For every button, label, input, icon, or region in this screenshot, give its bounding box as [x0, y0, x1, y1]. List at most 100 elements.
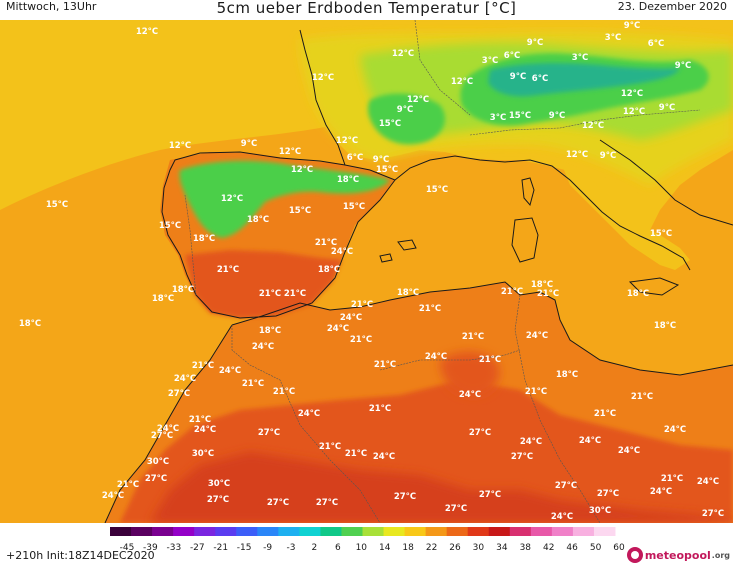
temperature-label: 21°C — [319, 442, 341, 452]
temperature-label: 24°C — [298, 409, 320, 419]
adriatic-coastline — [599, 139, 733, 226]
mediterranean-north-coastline — [394, 155, 691, 271]
temperature-label: 15°C — [650, 229, 672, 239]
colorbar-tick-label: 34 — [496, 543, 508, 553]
colorbar-tick-label: -33 — [167, 543, 182, 553]
temperature-label: 27°C — [207, 495, 229, 505]
temperature-label: 27°C — [511, 452, 533, 462]
temperature-label: 27°C — [597, 489, 619, 499]
temperature-label: 21°C — [350, 335, 372, 345]
temperature-label: 21°C — [192, 361, 214, 371]
corsica-coastline — [521, 177, 535, 207]
temperature-label: 21°C — [259, 289, 281, 299]
colorbar-tick-label: -15 — [237, 543, 252, 553]
model-run-info: +210h Init:18Z14DEC2020 — [6, 549, 155, 562]
temperature-label: 9°C — [510, 72, 526, 82]
temperature-label: 12°C — [407, 95, 429, 105]
temperature-label: 18°C — [152, 294, 174, 304]
colorbar-tick-label: -9 — [263, 543, 272, 553]
temperature-label: 9°C — [675, 61, 691, 71]
temperature-label: 9°C — [373, 155, 389, 165]
temperature-label: 30°C — [147, 457, 169, 467]
colorbar-tick-label: -3 — [287, 543, 296, 553]
temperature-colorbar: -45 -39 -33 -27 -21 -15 -9 -3 2 6 10 14 18 22 26 30 34 38… — [110, 527, 625, 553]
temperature-label: 27°C — [555, 481, 577, 491]
temperature-label: 6°C — [648, 39, 664, 49]
meteopool-logo-text: meteopool — [644, 548, 711, 562]
temperature-label: 15°C — [343, 202, 365, 212]
colorbar-swatch — [509, 527, 532, 536]
temperature-label: 30°C — [192, 449, 214, 459]
colorbar-tick-label: -27 — [190, 543, 205, 553]
temperature-label: 21°C — [189, 415, 211, 425]
temperature-label: 21°C — [374, 360, 396, 370]
temperature-label: 18°C — [318, 265, 340, 275]
temperature-label: 12°C — [623, 107, 645, 117]
massif-central-cold-zone — [367, 93, 445, 145]
colorbar-swatch — [551, 527, 574, 536]
france-coastline — [299, 29, 346, 166]
balearic-islands — [379, 239, 417, 263]
temperature-label: 24°C — [459, 390, 481, 400]
colorbar-swatch — [341, 527, 363, 536]
colorbar-swatch — [152, 527, 174, 536]
temperature-label: 18°C — [337, 175, 359, 185]
temperature-label: 12°C — [279, 147, 301, 157]
temperature-label: 15°C — [159, 221, 181, 231]
temperature-label: 21°C — [479, 355, 501, 365]
italy-land — [560, 160, 690, 270]
temperature-label: 15°C — [376, 165, 398, 175]
temperature-label: 12°C — [291, 165, 313, 175]
colorbar-swatch — [530, 527, 553, 536]
temperature-label: 21°C — [419, 304, 441, 314]
temperature-label: 27°C — [316, 498, 338, 508]
temperature-label: 27°C — [479, 490, 501, 500]
colorbar-swatch — [131, 527, 153, 536]
temperature-label: 15°C — [46, 200, 68, 210]
colorbar-tick-label: -21 — [213, 543, 228, 553]
map-title: 5cm ueber Erdboden Temperatur [°C] — [216, 0, 517, 17]
temperature-label: 18°C — [247, 215, 269, 225]
temperature-label: 24°C — [194, 425, 216, 435]
temperature-label: 12°C — [221, 194, 243, 204]
colorbar-tick-label: 38 — [520, 543, 532, 553]
temperature-label: 24°C — [219, 366, 241, 376]
colorbar-tick-label: 10 — [356, 543, 368, 553]
temperature-label: 24°C — [551, 512, 573, 522]
colorbar-tick-label: 50 — [590, 543, 602, 553]
temperature-label: 24°C — [697, 477, 719, 487]
meteopool-logo-tld: .org — [711, 550, 730, 560]
colorbar-swatch — [572, 527, 595, 536]
temperature-label: 24°C — [327, 324, 349, 334]
temperature-label: 27°C — [267, 498, 289, 508]
colorbar-swatch — [362, 527, 385, 536]
colorbar-swatch — [446, 527, 469, 536]
colorbar-tick-label: 26 — [449, 543, 461, 553]
colorbar-tick-label: 2 — [312, 543, 318, 553]
northern-iberia-cold-zone — [179, 160, 390, 238]
temperature-label: 15°C — [509, 111, 531, 121]
temperature-label: 24°C — [252, 342, 274, 352]
colorbar-swatch — [383, 527, 406, 536]
forecast-day-time: Mittwoch, 13Uhr — [6, 0, 97, 13]
temperature-label: 18°C — [397, 288, 419, 298]
temperature-label: 3°C — [605, 33, 621, 43]
meteopool-logo[interactable]: meteopool .org — [626, 546, 730, 564]
temperature-label: 24°C — [340, 313, 362, 323]
temperature-label: 6°C — [347, 153, 363, 163]
coastlines — [104, 29, 733, 523]
temperature-label: 24°C — [174, 374, 196, 384]
colorbar-swatch — [320, 527, 342, 536]
atlantic-africa-coastline — [104, 324, 233, 523]
temperature-label: 24°C — [425, 352, 447, 362]
temperature-label: 21°C — [284, 289, 306, 299]
temperature-label: 12°C — [136, 27, 158, 37]
temperature-label: 21°C — [117, 480, 139, 490]
colorbar-swatch — [425, 527, 448, 536]
temperature-label: 18°C — [193, 234, 215, 244]
temperature-label: 18°C — [172, 285, 194, 295]
temperature-label: 30°C — [208, 479, 230, 489]
colorbar-swatch — [593, 527, 616, 536]
temperature-label: 21°C — [594, 409, 616, 419]
sardinia-coastline — [511, 217, 539, 263]
